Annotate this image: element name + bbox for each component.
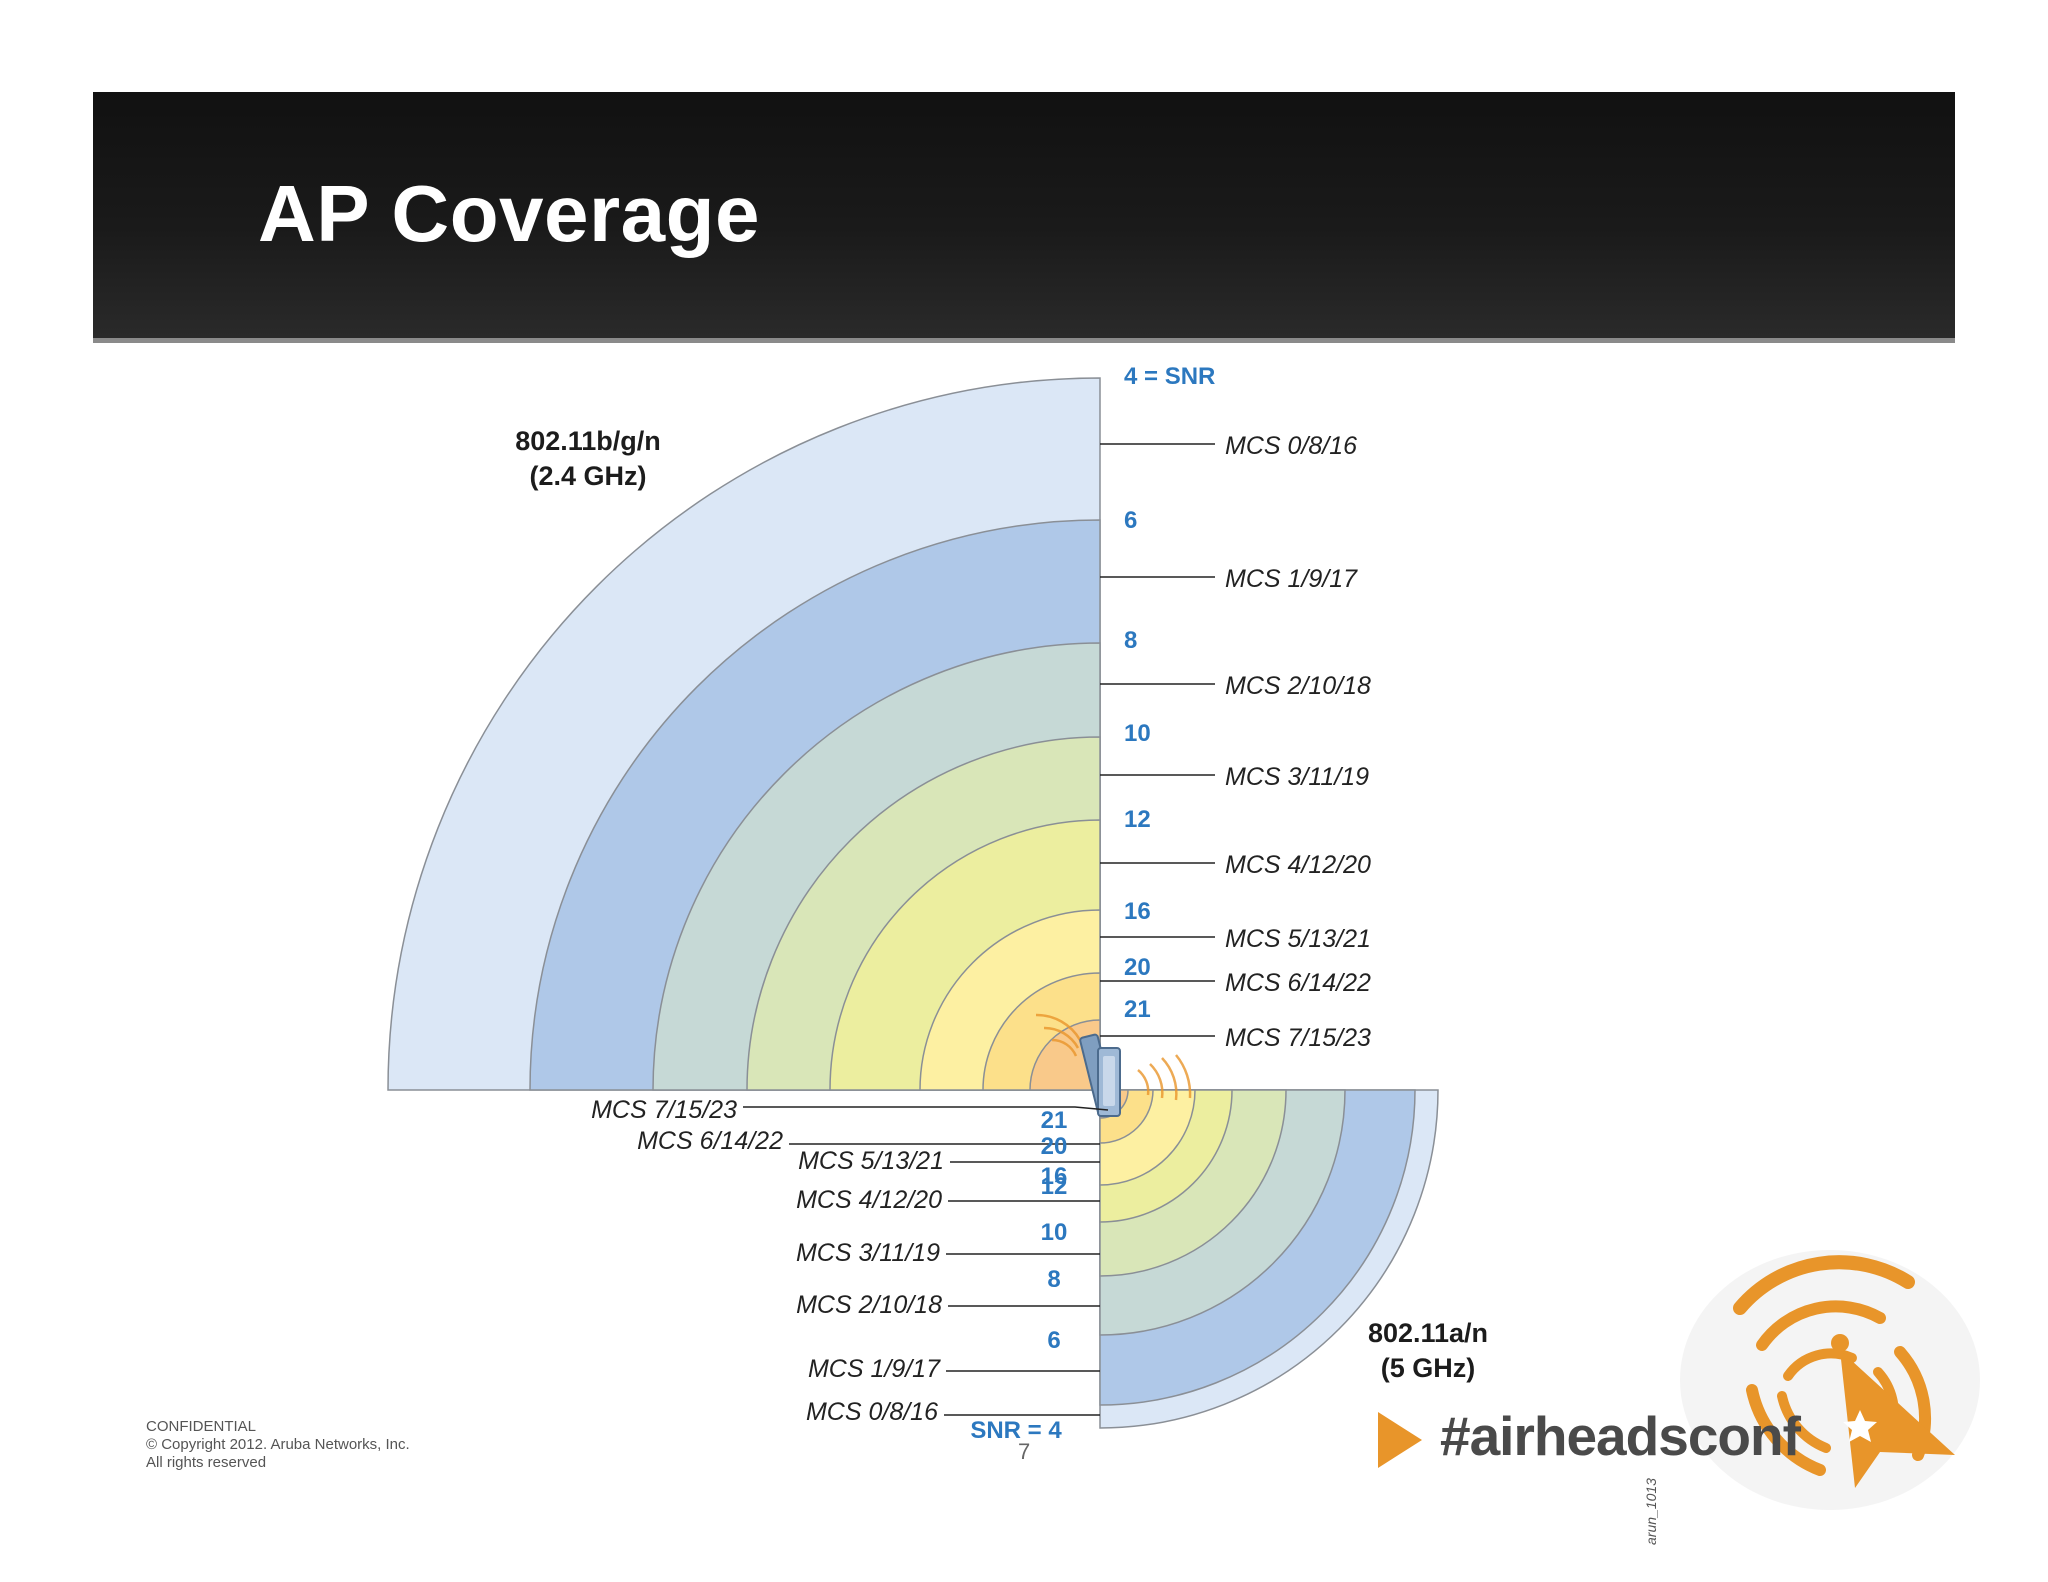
snr-header-2-4ghz: 4 = SNR: [1124, 363, 1215, 390]
snr-label-2-4ghz: 12: [1124, 806, 1151, 833]
svg-text:arun_1013: arun_1013: [1643, 1478, 1659, 1545]
rings-5ghz: [1099, 1089, 1439, 1429]
mcs-label-2-4ghz: MCS 2/10/18: [1225, 672, 1371, 700]
snr-label-5ghz: 10: [1041, 1219, 1068, 1246]
mcs-label-2-4ghz: MCS 1/9/17: [1225, 565, 1358, 593]
mcs-label-5ghz: MCS 3/11/19: [796, 1239, 940, 1267]
band-2-4ghz-label-line1: 802.11b/g/n: [515, 426, 661, 456]
mcs-label-2-4ghz: MCS 5/13/21: [1225, 925, 1371, 953]
mcs-label-5ghz: MCS 6/14/22: [637, 1127, 783, 1155]
mcs-label-2-4ghz: MCS 0/8/16: [1225, 432, 1357, 460]
snr-label-5ghz: 8: [1047, 1266, 1060, 1293]
band-5ghz-label-line2: (5 GHz): [1381, 1353, 1476, 1383]
airheads-logo-icon: [1680, 1250, 1980, 1510]
mcs-label-2-4ghz: MCS 3/11/19: [1225, 763, 1369, 791]
title-bar: [93, 92, 1955, 338]
mcs-label-2-4ghz: MCS 6/14/22: [1225, 969, 1371, 997]
mcs-label-5ghz: MCS 0/8/16: [806, 1398, 938, 1426]
snr-label-2-4ghz: 8: [1124, 627, 1137, 654]
snr-label-2-4ghz: 20: [1124, 954, 1151, 981]
mcs-label-5ghz: MCS 1/9/17: [808, 1355, 941, 1383]
logo-id-text: arun_1013: [1643, 1478, 1659, 1545]
band-5ghz-label-line1: 802.11a/n: [1368, 1318, 1488, 1348]
diagram-labels: MCS 0/8/16 MCS 1/9/17 6 MCS 2/10/18 8 MCS 3/1…: [591, 432, 1371, 1426]
page-number: 7: [1018, 1439, 1031, 1464]
rings-2-4ghz: [387, 377, 1101, 1091]
snr-label-5ghz: 21: [1041, 1107, 1068, 1134]
access-point-icon: [1035, 1013, 1192, 1117]
footer-copyright: © Copyright 2012. Aruba Networks, Inc.: [146, 1436, 410, 1453]
mcs-label-5ghz: MCS 5/13/21: [798, 1147, 944, 1175]
snr-label-2-4ghz: 6: [1124, 507, 1137, 534]
play-arrow-icon: [1378, 1412, 1422, 1468]
footer-rights: All rights reserved: [146, 1454, 267, 1471]
title-bar-shadow: [93, 338, 1955, 343]
leader-line: [743, 1106, 1109, 1111]
mcs-label-2-4ghz: MCS 4/12/20: [1225, 851, 1371, 879]
hashtag-text: #airheadsconf: [1440, 1405, 1801, 1467]
footer-confidential: CONFIDENTIAL: [146, 1418, 257, 1435]
snr-label-2-4ghz: 16: [1124, 898, 1151, 925]
snr-label-5ghz: 16: [1041, 1163, 1068, 1190]
snr-footer-5ghz: SNR = 4: [970, 1417, 1062, 1444]
mcs-label-5ghz: MCS 7/15/23: [591, 1096, 737, 1124]
mcs-label-5ghz: MCS 2/10/18: [796, 1291, 942, 1319]
snr-label-5ghz: 12: [1041, 1173, 1068, 1200]
snr-label-2-4ghz: 21: [1124, 996, 1151, 1023]
snr-label-5ghz: 6: [1047, 1327, 1060, 1354]
footer: CONFIDENTIAL © Copyright 2012. Aruba Net…: [146, 1418, 410, 1472]
mcs-label-2-4ghz: MCS 7/15/23: [1225, 1024, 1371, 1052]
slide-title: AP Coverage: [258, 169, 761, 258]
snr-label-2-4ghz: 10: [1124, 720, 1151, 747]
band-2-4ghz-label-line2: (2.4 GHz): [529, 461, 646, 491]
mcs-label-5ghz: MCS 4/12/20: [796, 1186, 942, 1214]
snr-label-5ghz: 20: [1041, 1133, 1068, 1160]
